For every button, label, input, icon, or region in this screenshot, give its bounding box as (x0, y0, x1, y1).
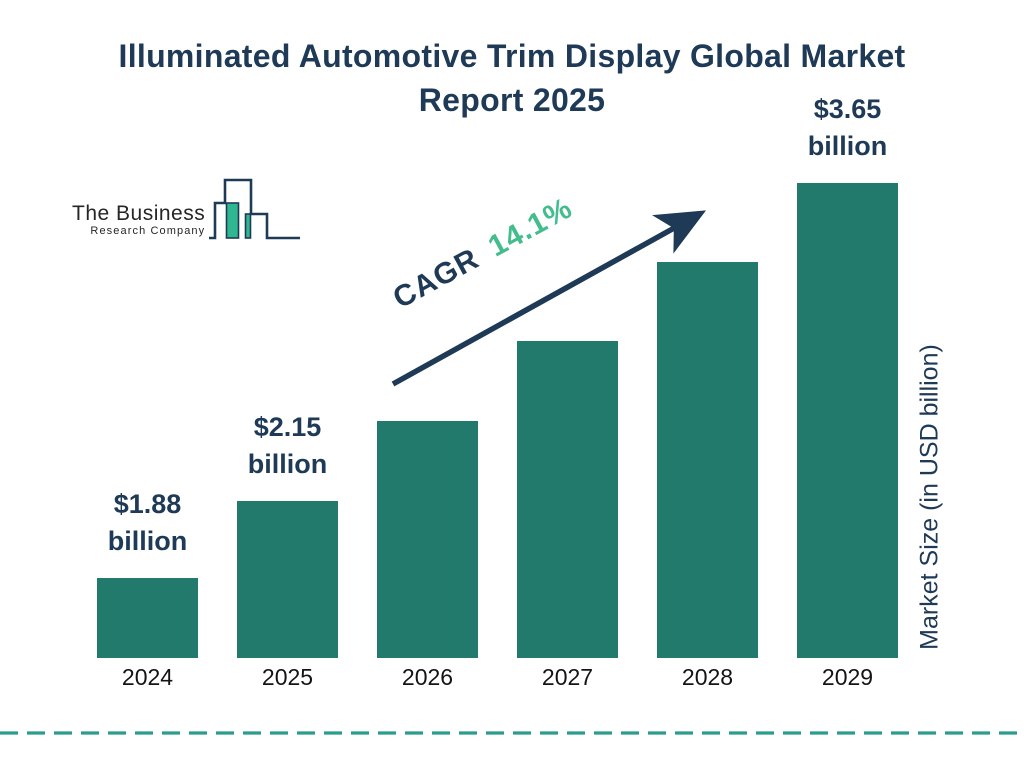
logo-company-subname: Research Company (90, 225, 206, 237)
value-label-2024: $1.88 billion (107, 489, 188, 556)
x-tick-2025: 2025 (261, 664, 314, 690)
y-axis-label: Market Size (in USD billion) (915, 344, 944, 650)
value-label-2025: $2.15 billion (247, 412, 328, 479)
bar-2028 (657, 262, 758, 658)
page-title: Illuminated Automotive Trim Display Glob… (118, 38, 906, 118)
bar-2026 (377, 421, 478, 658)
x-tick-2028: 2028 (681, 664, 734, 690)
x-tick-2024: 2024 (121, 664, 174, 690)
bottom-dashed-divider (0, 731, 1024, 735)
value-label-2029: $3.65 billion (807, 94, 888, 161)
company-logo: The Business Research Company (72, 178, 302, 241)
x-tick-2026: 2026 (401, 664, 454, 690)
logo-text: The Business Research Company (72, 202, 205, 238)
logo-company-name: The Business (72, 202, 206, 225)
x-tick-2027: 2027 (541, 664, 594, 690)
bar-2025 (237, 501, 338, 658)
bar-chart-logo-icon (209, 178, 301, 240)
bar-2027 (517, 341, 618, 658)
bar-2024 (97, 578, 198, 658)
bar-2029 (797, 183, 898, 658)
x-tick-2029: 2029 (821, 664, 874, 690)
